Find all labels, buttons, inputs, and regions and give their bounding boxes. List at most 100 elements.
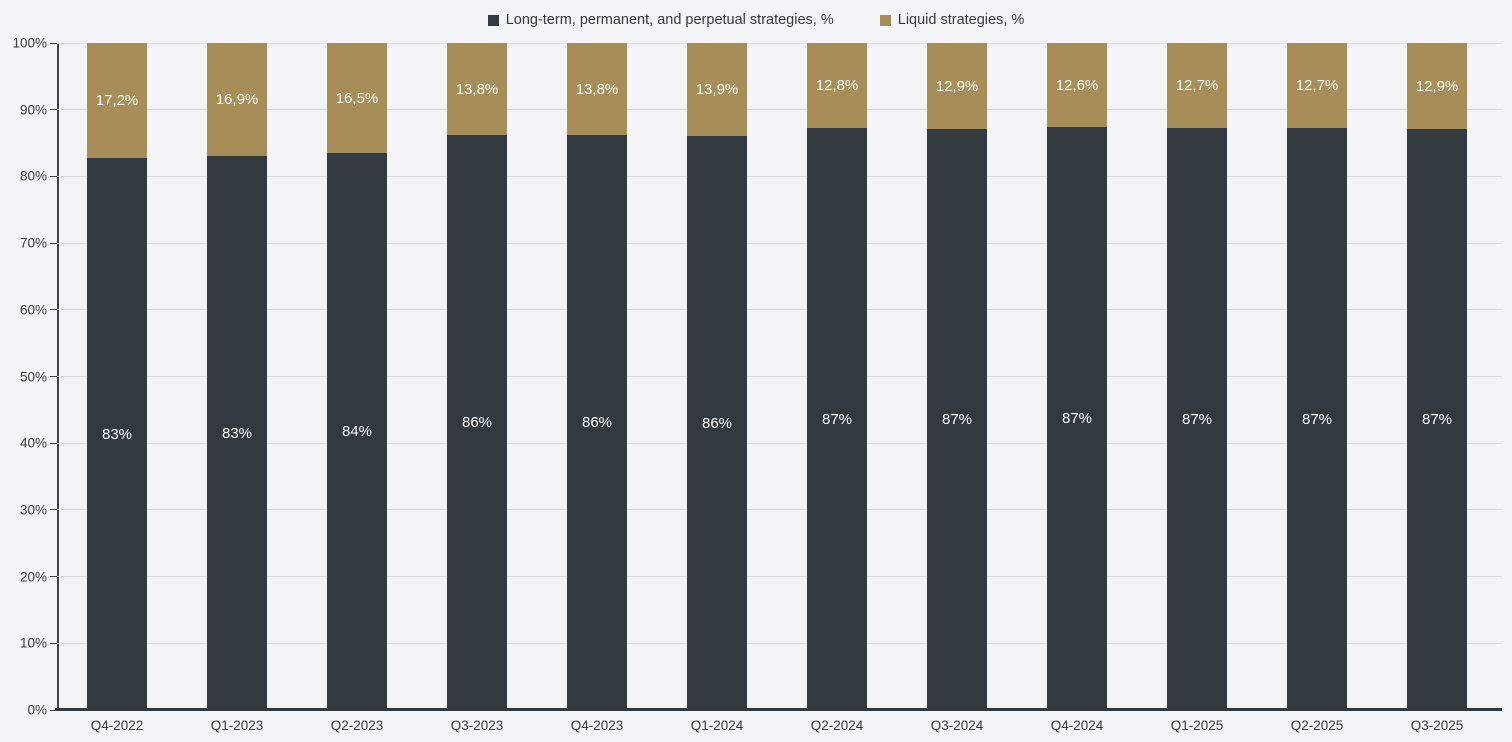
y-axis-tick-mark: [50, 309, 57, 311]
bar-value-label-long-term: 86%: [701, 414, 733, 432]
bar-value-label-long-term: 87%: [1301, 410, 1333, 428]
x-axis-category-label: Q3-2024: [930, 718, 984, 733]
legend-label: Liquid strategies, %: [897, 12, 1025, 28]
bar-value-label-liquid: 12,9%: [935, 77, 979, 95]
bar-segment-long-term[interactable]: 87%: [807, 128, 867, 710]
bar-value-label-liquid: 12,8%: [815, 77, 859, 94]
gridline-60pct: [57, 309, 1502, 311]
bar-value-label-long-term: 87%: [941, 411, 973, 428]
bar-segment-long-term[interactable]: 87%: [1167, 128, 1227, 710]
gridline-30pct: [57, 509, 1502, 511]
bar-segment-liquid[interactable]: 16,5%: [327, 43, 387, 153]
y-axis-tick-label: 60%: [19, 302, 47, 318]
bar-segment-liquid[interactable]: 17,2%: [87, 43, 147, 158]
bar-q2-2025: 12,7% 87%: [1287, 43, 1347, 710]
y-axis-tick-label: 50%: [19, 369, 47, 384]
y-axis-tick-mark: [50, 42, 57, 44]
y-axis-tick-mark: [50, 442, 57, 444]
bar-value-label-long-term: 87%: [1181, 410, 1213, 428]
bar-q3-2023: 13,8% 86%: [447, 43, 507, 710]
bar-segment-liquid[interactable]: 12,6%: [1047, 43, 1107, 127]
x-axis-line: [55, 708, 1502, 711]
bar-q2-2024: 12,8% 87%: [807, 43, 867, 710]
y-axis-tick-label: 10%: [19, 635, 47, 651]
gridline-20pct: [57, 576, 1502, 578]
bar-segment-long-term[interactable]: 83%: [87, 158, 147, 710]
bar-q1-2023: 16,9% 83%: [207, 43, 267, 710]
x-axis-category-label: Q3-2023: [450, 718, 504, 733]
bar-segment-long-term[interactable]: 87%: [1287, 128, 1347, 710]
y-axis-tick-label: 20%: [19, 569, 47, 585]
bar-value-label-liquid: 13,9%: [695, 81, 739, 98]
x-axis-category-label: Q4-2022: [90, 718, 144, 733]
bar-value-label-liquid: 17,2%: [95, 92, 139, 109]
y-axis-tick-mark: [50, 509, 57, 511]
bar-value-label-liquid: 12,6%: [1055, 76, 1099, 94]
legend-marker-icon: [879, 15, 891, 26]
bar-q3-2024: 12,9% 87%: [927, 43, 987, 710]
bar-segment-liquid[interactable]: 12,9%: [1407, 43, 1467, 129]
bar-value-label-liquid: 13,8%: [575, 80, 619, 98]
bar-segment-liquid[interactable]: 12,8%: [807, 43, 867, 128]
y-axis-tick-label: 100%: [12, 35, 47, 51]
y-axis-tick-mark: [50, 576, 57, 578]
bar-value-label-long-term: 84%: [341, 423, 373, 440]
bar-value-label-long-term: 87%: [1061, 410, 1093, 427]
bar-segment-long-term[interactable]: 87%: [1407, 129, 1467, 710]
y-axis-tick-mark: [50, 242, 57, 244]
x-axis-category-label: Q1-2023: [210, 718, 264, 733]
y-axis-tick-label: 90%: [19, 102, 47, 118]
legend-item-liquid[interactable]: Liquid strategies, %: [879, 12, 1025, 28]
x-axis-category-label: Q2-2023: [330, 718, 384, 733]
x-axis-category-label: Q2-2025: [1290, 718, 1344, 733]
bar-value-label-long-term: 86%: [461, 414, 493, 431]
bar-segment-long-term[interactable]: 86%: [447, 135, 507, 710]
bar-segment-liquid[interactable]: 12,7%: [1167, 43, 1227, 128]
legend-marker-icon: [487, 15, 499, 26]
bar-value-label-liquid: 12,9%: [1415, 77, 1459, 95]
bar-q1-2025: 12,7% 87%: [1167, 43, 1227, 710]
bar-segment-liquid[interactable]: 12,9%: [927, 43, 987, 129]
bar-q3-2025: 12,9% 87%: [1407, 43, 1467, 710]
bar-q1-2024: 13,9% 86%: [687, 43, 747, 710]
bar-segment-long-term[interactable]: 83%: [207, 156, 267, 710]
bar-value-label-liquid: 12,7%: [1295, 77, 1339, 94]
gridline-100pct: [57, 42, 1502, 44]
bar-value-label-long-term: 83%: [221, 424, 253, 442]
bar-value-label-long-term: 87%: [821, 410, 853, 428]
bar-segment-liquid[interactable]: 13,9%: [687, 43, 747, 136]
x-axis-category-label: Q3-2025: [1410, 718, 1464, 733]
y-axis-tick-label: 40%: [19, 435, 47, 451]
bar-q4-2022: 17,2% 83%: [87, 43, 147, 710]
plot-area: 17,2% 83% 16,9% 83% 16,5% 84% 13,8% 86% 13,8% 86%…: [57, 42, 1502, 710]
bar-value-label-liquid: 13,8%: [455, 80, 499, 98]
y-axis-tick-mark: [50, 642, 57, 644]
bar-segment-liquid[interactable]: 13,8%: [567, 43, 627, 135]
bar-segment-long-term[interactable]: 84%: [327, 153, 387, 710]
legend-item-long-term[interactable]: Long-term, permanent, and perpetual stra…: [487, 12, 834, 28]
bar-segment-long-term[interactable]: 87%: [927, 129, 987, 710]
gridline-90pct: [57, 109, 1502, 111]
x-axis-category-label: Q2-2024: [810, 718, 864, 733]
gridline-70pct: [57, 242, 1502, 244]
bar-value-label-liquid: 16,9%: [215, 91, 259, 108]
bar-q4-2024: 12,6% 87%: [1047, 43, 1107, 710]
bar-segment-liquid[interactable]: 13,8%: [447, 43, 507, 135]
legend: Long-term, permanent, and perpetual stra…: [0, 8, 1512, 32]
bar-value-label-long-term: 87%: [1421, 411, 1453, 428]
bar-segment-long-term[interactable]: 86%: [567, 135, 627, 710]
gridline-40pct: [57, 442, 1502, 444]
x-axis-category-label: Q1-2024: [690, 718, 744, 733]
legend-label: Long-term, permanent, and perpetual stra…: [505, 12, 834, 28]
y-axis-tick-mark: [50, 709, 57, 711]
bar-segment-long-term[interactable]: 86%: [687, 136, 747, 710]
bar-segment-liquid[interactable]: 12,7%: [1287, 43, 1347, 128]
y-axis-tick-label: 0%: [27, 702, 47, 718]
y-axis-tick-mark: [50, 175, 57, 177]
bar-value-label-liquid: 12,7%: [1175, 77, 1219, 94]
y-axis-tick-mark: [50, 376, 57, 377]
bar-segment-long-term[interactable]: 87%: [1047, 127, 1107, 710]
bar-q4-2023: 13,8% 86%: [567, 43, 627, 710]
bar-segment-liquid[interactable]: 16,9%: [207, 43, 267, 156]
